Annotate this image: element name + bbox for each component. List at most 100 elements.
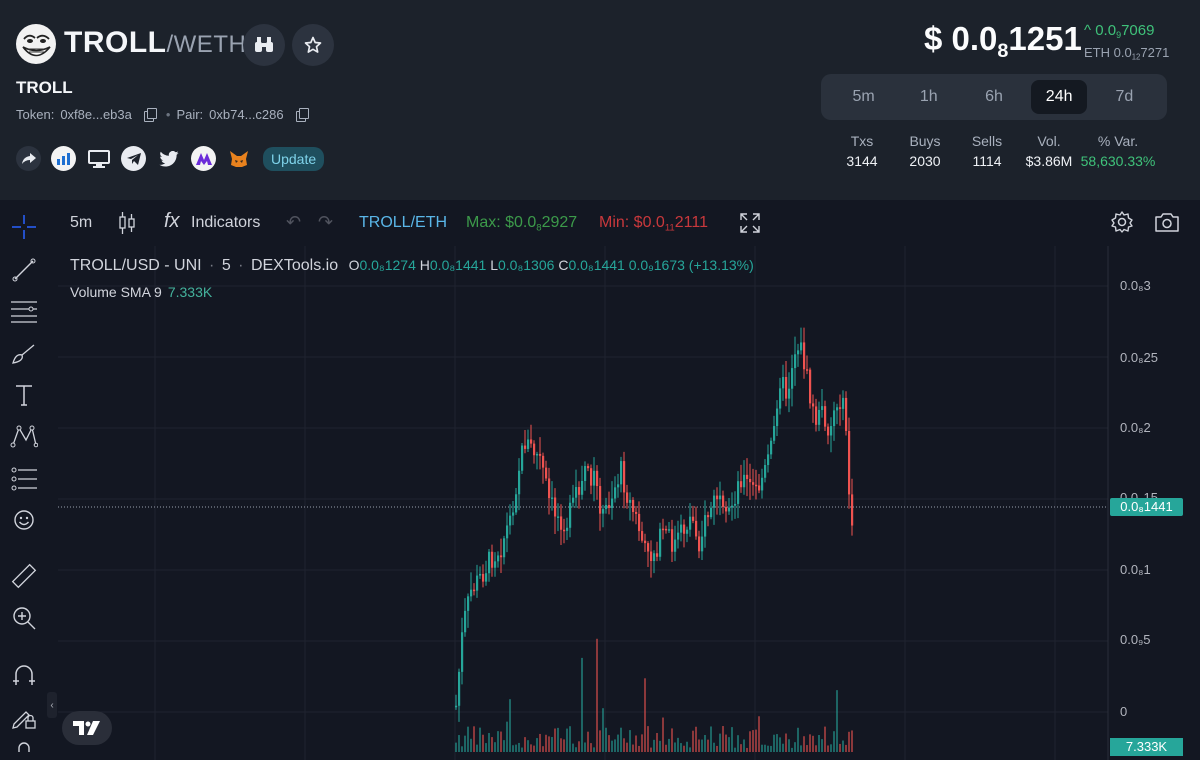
timeframe-6h[interactable]: 6h	[985, 88, 1003, 105]
metamask-icon[interactable]	[226, 146, 251, 171]
collapse-toolbar-button[interactable]: ‹	[47, 692, 57, 718]
volume-bar	[809, 734, 811, 752]
pair-label: Pair:	[176, 107, 204, 122]
candle-body	[548, 478, 551, 499]
volume-bar	[599, 730, 601, 752]
website-icon[interactable]	[86, 146, 111, 171]
volume-bar	[764, 744, 766, 752]
volume-bar	[722, 726, 724, 752]
timeframe-24h[interactable]: 24h	[1031, 80, 1088, 114]
volume-bar	[554, 728, 556, 752]
timeframe-5m[interactable]: 5m	[852, 88, 875, 105]
volume-bar	[788, 739, 790, 752]
current-price: $ 0.081251	[924, 20, 1082, 62]
candle-body	[683, 524, 686, 534]
stat-label: Vol.	[1037, 133, 1061, 149]
indicators-button[interactable]: Indicators	[191, 214, 261, 231]
crosshair-icon[interactable]	[9, 212, 39, 242]
chart-analytics-icon[interactable]	[51, 146, 76, 171]
magnet-icon[interactable]	[9, 661, 39, 691]
candle-body	[482, 573, 485, 582]
camera-icon[interactable]	[1154, 211, 1180, 238]
candle-body	[731, 505, 734, 508]
prediction-icon[interactable]	[9, 464, 39, 494]
text-tool-icon[interactable]	[9, 380, 39, 410]
function-icon[interactable]: fx	[164, 210, 180, 232]
troll-face-logo	[16, 24, 56, 64]
stat-label: Txs	[850, 133, 874, 149]
current-price-tag: 0.0₈1441	[1110, 498, 1183, 516]
volume-bar	[596, 638, 598, 752]
volume-bar	[740, 744, 742, 752]
candle-body	[698, 536, 701, 552]
update-button[interactable]: Update	[263, 146, 325, 171]
horizontal-lines-icon[interactable]	[9, 296, 39, 326]
trend-line-icon[interactable]	[9, 255, 39, 285]
volume-bar	[665, 744, 667, 752]
token-address[interactable]: 0xf8e...eb3a	[60, 107, 132, 122]
candle-body	[566, 527, 569, 531]
emoji-icon[interactable]	[9, 505, 39, 535]
volume-bar	[698, 739, 700, 752]
redo-icon[interactable]: ↷	[318, 212, 334, 232]
candle-body	[794, 354, 797, 369]
copy-icon[interactable]	[295, 108, 309, 122]
volume-legend: Volume SMA 9 7.333K	[70, 284, 212, 300]
volume-bar	[569, 726, 571, 752]
volume-bar	[509, 699, 511, 752]
volume-bar	[746, 747, 748, 752]
volume-bar	[797, 727, 799, 752]
candle-body	[677, 532, 680, 540]
arrow-up-icon: ^	[1084, 22, 1092, 39]
volume-bar	[683, 745, 685, 752]
pair-address[interactable]: 0xb74...c286	[209, 107, 284, 122]
interval-button[interactable]: 5m	[70, 214, 93, 231]
lock-icon[interactable]	[9, 740, 39, 760]
candle-body	[707, 515, 710, 518]
volume-bar	[527, 740, 529, 752]
twitter-icon[interactable]	[156, 146, 181, 171]
candle-type-icon[interactable]	[117, 211, 137, 240]
settings-gear-icon[interactable]	[1110, 210, 1134, 239]
telegram-icon[interactable]	[121, 146, 146, 171]
candle-body	[809, 369, 812, 404]
zoom-in-icon[interactable]	[9, 603, 39, 633]
candle-body	[455, 705, 458, 708]
candle-body	[491, 551, 494, 568]
ruler-icon[interactable]	[9, 561, 39, 591]
price-chart[interactable]	[0, 246, 1200, 760]
brush-icon[interactable]	[9, 339, 39, 369]
volume-bar	[785, 733, 787, 752]
candle-body	[839, 407, 842, 409]
timeframe-7d[interactable]: 7d	[1115, 88, 1134, 105]
favorite-button[interactable]	[292, 24, 334, 66]
timeframe-1h[interactable]: 1h	[919, 88, 938, 105]
timeframe-selector: 5m 1h 6h 24h 7d	[821, 74, 1167, 120]
copy-icon[interactable]	[143, 108, 157, 122]
volume-bar	[668, 738, 670, 752]
price-eth: ETH 0.0127271	[1084, 45, 1170, 62]
fullscreen-icon[interactable]	[739, 212, 761, 239]
lock-drawing-icon[interactable]	[9, 702, 39, 732]
volume-bar	[827, 745, 829, 752]
volume-bar	[587, 731, 589, 752]
tradingview-logo[interactable]	[62, 711, 112, 745]
pattern-icon[interactable]	[9, 421, 39, 451]
candle-body	[686, 529, 689, 534]
stat-value: 2030	[909, 153, 941, 169]
volume-bar	[674, 742, 676, 752]
undo-icon[interactable]: ↶	[286, 212, 302, 232]
candle-body	[467, 596, 470, 611]
dextools-icon[interactable]	[191, 146, 216, 171]
candle-body	[665, 528, 668, 531]
current-volume-tag: 7.333K	[1110, 738, 1183, 756]
share-icon[interactable]	[16, 146, 41, 171]
price-axis-label: 0.0₈2	[1120, 420, 1151, 435]
token-label: Token:	[16, 107, 55, 122]
binoculars-button[interactable]	[243, 24, 285, 66]
candle-body	[779, 388, 782, 409]
volume-bar	[455, 742, 457, 752]
volume-bar	[641, 734, 643, 752]
pair-switch-button[interactable]: TROLL/ETH	[359, 214, 448, 231]
stat-value: 1114	[972, 153, 1002, 169]
